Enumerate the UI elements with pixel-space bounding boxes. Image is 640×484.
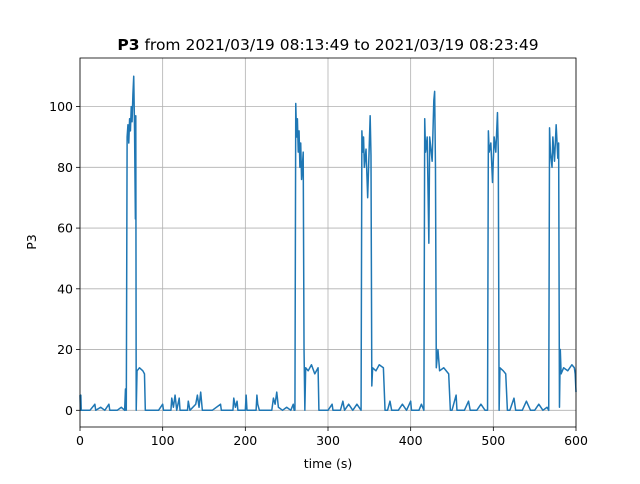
x-tick-label: 200 <box>233 433 257 448</box>
title-detail: from 2021/03/19 08:13:49 to 2021/03/19 0… <box>144 36 538 54</box>
y-tick-label: 80 <box>57 160 73 175</box>
y-tick-label: 0 <box>65 403 73 418</box>
data-line <box>79 75 577 412</box>
x-tick-label: 500 <box>481 433 505 448</box>
x-tick-label: 300 <box>316 433 340 448</box>
x-axis-label: time (s) <box>304 456 352 471</box>
title-main: P3 <box>117 36 139 54</box>
x-tick-label: 600 <box>564 433 588 448</box>
plot-frame <box>79 57 577 428</box>
y-tick-label: 40 <box>57 281 73 296</box>
y-tick-label: 100 <box>49 99 73 114</box>
y-axis-label: P3 <box>24 234 39 250</box>
chart-title: P3 from 2021/03/19 08:13:49 to 2021/03/1… <box>117 36 538 54</box>
x-tick-label: 400 <box>399 433 423 448</box>
x-tick-label: 100 <box>151 433 175 448</box>
y-tick-label: 60 <box>57 221 73 236</box>
y-tick-label: 20 <box>57 342 73 357</box>
x-tick-label: 0 <box>76 433 84 448</box>
